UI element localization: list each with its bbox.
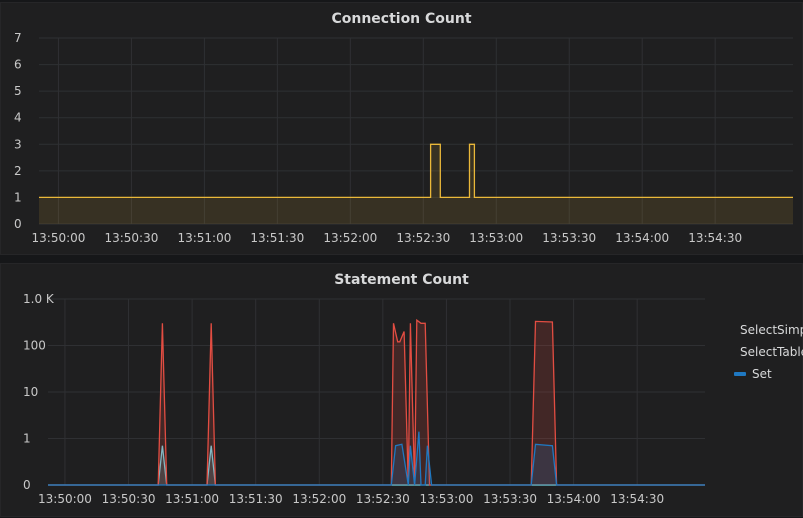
x-tick-label: 13:53:30: [483, 492, 537, 506]
series-line-0[interactable]: [39, 143, 793, 199]
y-tick-label: 0: [14, 217, 22, 231]
legend-label: SelectSimple: [740, 323, 803, 337]
y-tick-label: 2: [14, 164, 22, 178]
legend-swatch: [734, 372, 746, 376]
series-line-0[interactable]: [48, 445, 705, 486]
x-tick-label: 13:52:30: [356, 492, 410, 506]
legend: SelectSimple SelectTable Set: [734, 319, 803, 385]
x-tick-label: 13:52:00: [292, 492, 346, 506]
x-tick-label: 13:50:00: [38, 492, 92, 506]
y-tick-label: 6: [14, 58, 22, 72]
y-tick-label: 1.0 K: [23, 292, 55, 306]
x-tick-label: 13:50:30: [104, 231, 158, 245]
legend-label: SelectTable: [740, 345, 803, 359]
series-area-1: [48, 320, 705, 485]
x-tick-label: 13:50:30: [102, 492, 156, 506]
panel-title[interactable]: Statement Count: [334, 272, 469, 288]
series-area-0: [48, 445, 705, 485]
series-line-2[interactable]: [48, 431, 705, 486]
x-tick-label: 13:54:30: [610, 492, 664, 506]
legend-item[interactable]: SelectSimple: [734, 319, 803, 341]
x-tick-label: 13:53:00: [469, 231, 523, 245]
y-tick-label: 4: [14, 111, 22, 125]
x-tick-label: 13:51:00: [165, 492, 219, 506]
grid: [39, 37, 793, 225]
y-tick-label: 100: [23, 339, 46, 353]
y-tick-label: 5: [14, 84, 22, 98]
series-line-1[interactable]: [48, 318, 705, 486]
legend-item[interactable]: Set: [734, 363, 803, 385]
panel-title[interactable]: Connection Count: [331, 11, 472, 27]
legend-label: Set: [752, 367, 772, 381]
y-tick-label: 7: [14, 31, 22, 45]
x-tick-label: 13:51:00: [177, 231, 231, 245]
grid: [48, 298, 705, 486]
x-tick-label: 13:51:30: [229, 492, 283, 506]
y-tick-label: 1: [14, 190, 22, 204]
x-tick-label: 13:51:30: [250, 231, 304, 245]
statement-count-panel: Statement Count 13:50:00 13:50:30 13:51:00…: [0, 263, 803, 517]
x-tick-label: 13:53:00: [419, 492, 473, 506]
statement-count-chart: 13:50:00 13:50:30 13:51:00 13:51:30 13:52:00…: [23, 292, 705, 506]
x-tick-label: 13:54:00: [615, 231, 669, 245]
connection-count-panel: Connection Count 13:50:00 13:50:30 13:51:0…: [0, 2, 803, 255]
y-tick-label: 0: [23, 478, 31, 492]
y-tick-label: 10: [23, 385, 38, 399]
x-tick-label: 13:52:00: [323, 231, 377, 245]
x-tick-label: 13:54:30: [688, 231, 742, 245]
series-area-2: [48, 431, 705, 485]
y-tick-label: 3: [14, 137, 22, 151]
legend-item[interactable]: SelectTable: [734, 341, 803, 363]
x-tick-label: 13:53:30: [542, 231, 596, 245]
x-tick-label: 13:50:00: [32, 231, 86, 245]
x-tick-label: 13:54:00: [547, 492, 601, 506]
connection-count-chart: 13:50:00 13:50:30 13:51:00 13:51:30 13:52:00…: [14, 31, 793, 245]
y-tick-label: 1: [23, 432, 31, 446]
x-tick-label: 13:52:30: [396, 231, 450, 245]
series-area-0: [39, 144, 793, 224]
